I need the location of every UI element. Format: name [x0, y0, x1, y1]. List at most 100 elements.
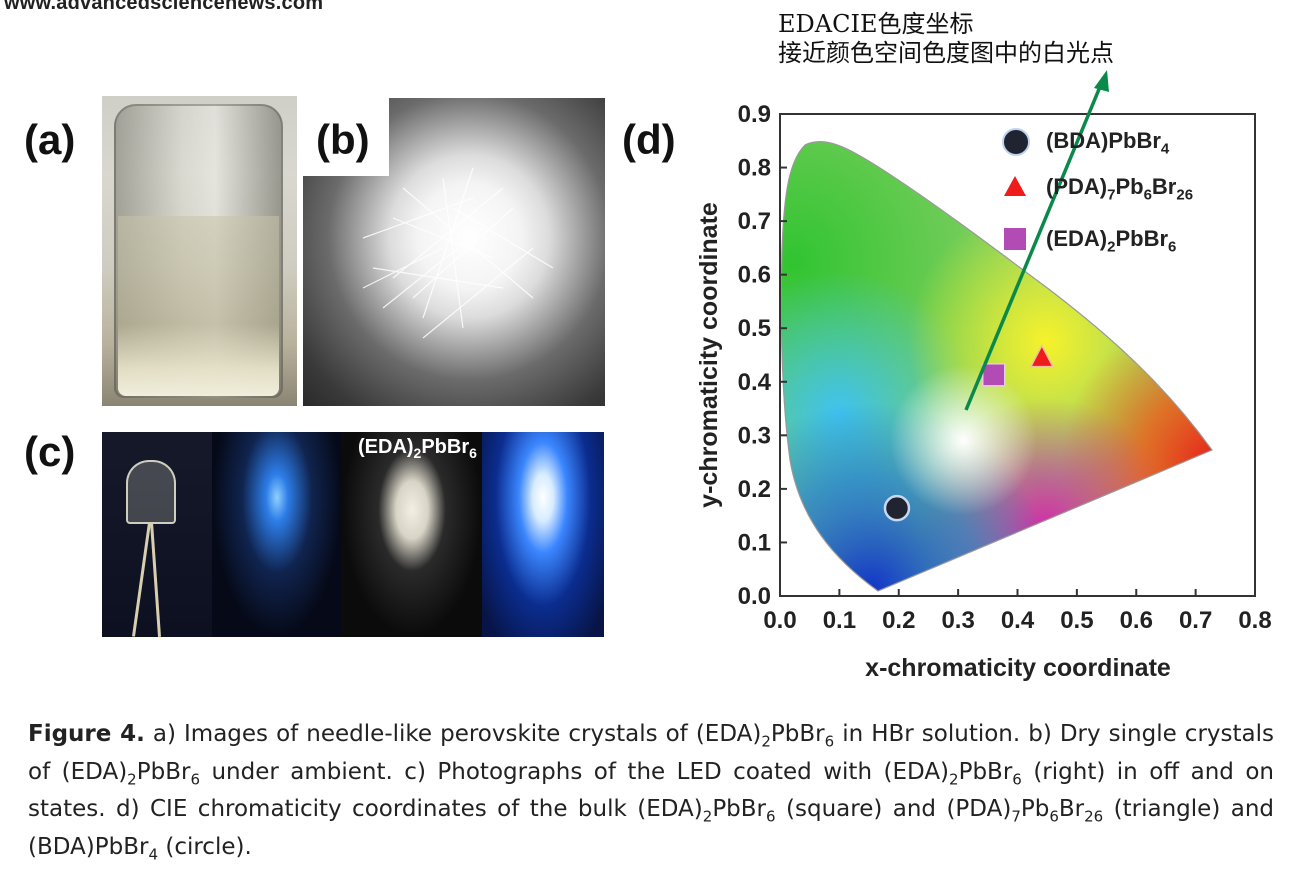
x-tick-label: 0.6: [1120, 607, 1153, 634]
caption-sub: 6: [766, 807, 776, 826]
panel-label-b: (b): [316, 116, 370, 163]
legend-text: Br: [1151, 174, 1177, 199]
caption-text: Br: [1058, 796, 1085, 822]
legend-text: Pb: [1115, 174, 1144, 199]
x-axis-label: x-chromaticity coordinate: [865, 654, 1171, 682]
led-uncoated-on: [212, 432, 342, 637]
caption-sub: 2: [761, 732, 771, 751]
legend-triangle-icon: [1004, 176, 1026, 196]
legend-text: PbBr: [1108, 128, 1161, 153]
legend-text: (EDA): [1046, 226, 1108, 251]
photo-led-states: [102, 432, 604, 637]
caption-sub: 6: [1049, 807, 1059, 826]
caption-text: (triangle) and (BDA)PbBr: [28, 796, 1274, 860]
caption-text: in HBr solution. b) Dry single crystals …: [28, 721, 1274, 785]
panel-label-a: (a): [24, 116, 76, 163]
legend-item-pda: (PDA)7Pb6Br26: [1046, 174, 1193, 203]
led-uncoated-off: [102, 432, 212, 637]
photo-c-title: (EDA)2PbBr6: [358, 436, 477, 461]
legend-sub: 6: [1143, 186, 1152, 204]
y-axis-label: y-chromaticity coordinate: [695, 202, 723, 508]
caption-text: PbBr: [770, 721, 825, 747]
gamut-outline: [780, 141, 1213, 592]
legend-square-icon: [1004, 228, 1026, 250]
legend-sub: 4: [1160, 140, 1170, 158]
caption-sub: 2: [127, 770, 137, 789]
panel-label-d: (d): [622, 116, 676, 163]
panel-label-c: (c): [24, 428, 76, 475]
solution: [118, 216, 279, 396]
y-tick-label: 0.2: [738, 476, 771, 503]
x-tick-label: 0.2: [882, 607, 915, 634]
photo-jar-solution: [102, 96, 297, 406]
title-sub: 6: [469, 445, 477, 461]
caption-text: (square) and (PDA): [775, 796, 1012, 822]
legend-text: PbBr: [1115, 226, 1169, 251]
annotation-line-1: EDACIE色度坐标: [778, 10, 974, 38]
led-bulb: [126, 460, 176, 524]
led-coated-on: [482, 432, 604, 637]
panel-b-label-background: [303, 98, 389, 176]
x-tick-label: 0.3: [941, 607, 974, 634]
caption-sub: 4: [148, 845, 159, 864]
legend-item-eda: (EDA)2PbBr6: [1046, 226, 1176, 255]
legend-text: (BDA): [1046, 128, 1109, 153]
y-tick-label: 0.6: [738, 262, 771, 289]
annotation-line-2: 接近颜色空间色度图中的白光点: [778, 39, 1114, 67]
y-tick-label: 0.1: [738, 529, 771, 556]
data-point-triangle: [1029, 344, 1055, 368]
legend-sub: 26: [1176, 186, 1194, 204]
legend-sub: 2: [1107, 238, 1116, 256]
annotation-arrow-head: [1094, 70, 1109, 92]
led-coated-off: [342, 432, 482, 637]
y-tick-label: 0.4: [738, 369, 772, 396]
title-text: (EDA): [358, 436, 414, 458]
caption-text: (circle).: [158, 833, 252, 860]
caption-text: PbBr: [712, 796, 767, 822]
crystal-needles: [362, 167, 554, 339]
x-tick-label: 0.4: [1001, 607, 1035, 634]
data-point-square: [982, 363, 1006, 387]
annotation-arrow-line: [964, 81, 1104, 411]
x-axis: 0.0 0.1 0.2 0.3 0.4 0.5 0.6 0.7 0.8: [763, 589, 1272, 634]
caption-text: PbBr: [958, 758, 1013, 785]
data-point-circle: [883, 494, 911, 522]
jar: [114, 104, 283, 398]
annotation-note: EDACIE色度坐标 接近颜色空间色度图中的白光点: [778, 10, 1114, 68]
x-tick-label: 0.8: [1238, 607, 1271, 634]
caption-sub: 6: [824, 732, 835, 751]
caption-label: Figure 4.: [28, 721, 145, 747]
x-tick-label: 0.5: [1060, 607, 1093, 634]
caption-sub: 2: [702, 807, 713, 826]
caption-sub: 6: [1012, 770, 1022, 789]
caption-sub: 26: [1084, 807, 1104, 826]
legend-circle-icon: [1002, 128, 1030, 156]
caption-text: (right) in off and on states. d) CIE chr…: [28, 758, 1275, 823]
x-tick-label: 0.1: [823, 607, 856, 634]
title-sub: 2: [413, 445, 422, 461]
legend-item-bda: (BDA)PbBr4: [1046, 128, 1169, 157]
caption-text: under ambient. c) Photographs of the LED…: [199, 758, 950, 785]
legend-sub: 7: [1107, 186, 1116, 204]
y-tick-label: 0.0: [738, 583, 771, 610]
x-tick-label: 0.0: [763, 607, 796, 634]
caption-text: a) Images of needle-like perovskite crys…: [144, 721, 762, 747]
y-tick-label: 0.9: [738, 101, 771, 128]
caption-sub: 2: [949, 770, 959, 789]
title-text: PbBr: [421, 436, 470, 458]
legend-text: (PDA): [1046, 174, 1108, 199]
x-tick-label: 0.7: [1179, 607, 1212, 634]
data-markers: [883, 344, 1055, 522]
caption-text: PbBr: [136, 758, 191, 785]
site-url: www.advancedsciencenews.com: [4, 0, 324, 14]
caption-text: Pb: [1020, 796, 1050, 822]
y-axis: 0.0 0.1 0.2 0.3 0.4 0.5 0.6 0.7 0.8 0.9: [738, 101, 787, 610]
y-tick-label: 0.3: [738, 422, 771, 449]
figure-caption: Figure 4. a) Images of needle-like perov…: [28, 716, 1274, 866]
cie-chart: 0.0 0.1 0.2 0.3 0.4 0.5 0.6 0.7 0.8 0.0 0.1 0.2 0.3…: [695, 70, 1272, 682]
legend-sub: 6: [1168, 238, 1177, 256]
y-tick-label: 0.7: [738, 208, 771, 235]
y-tick-label: 0.8: [738, 155, 771, 182]
y-tick-label: 0.5: [738, 315, 771, 342]
caption-sub: 6: [190, 770, 200, 789]
